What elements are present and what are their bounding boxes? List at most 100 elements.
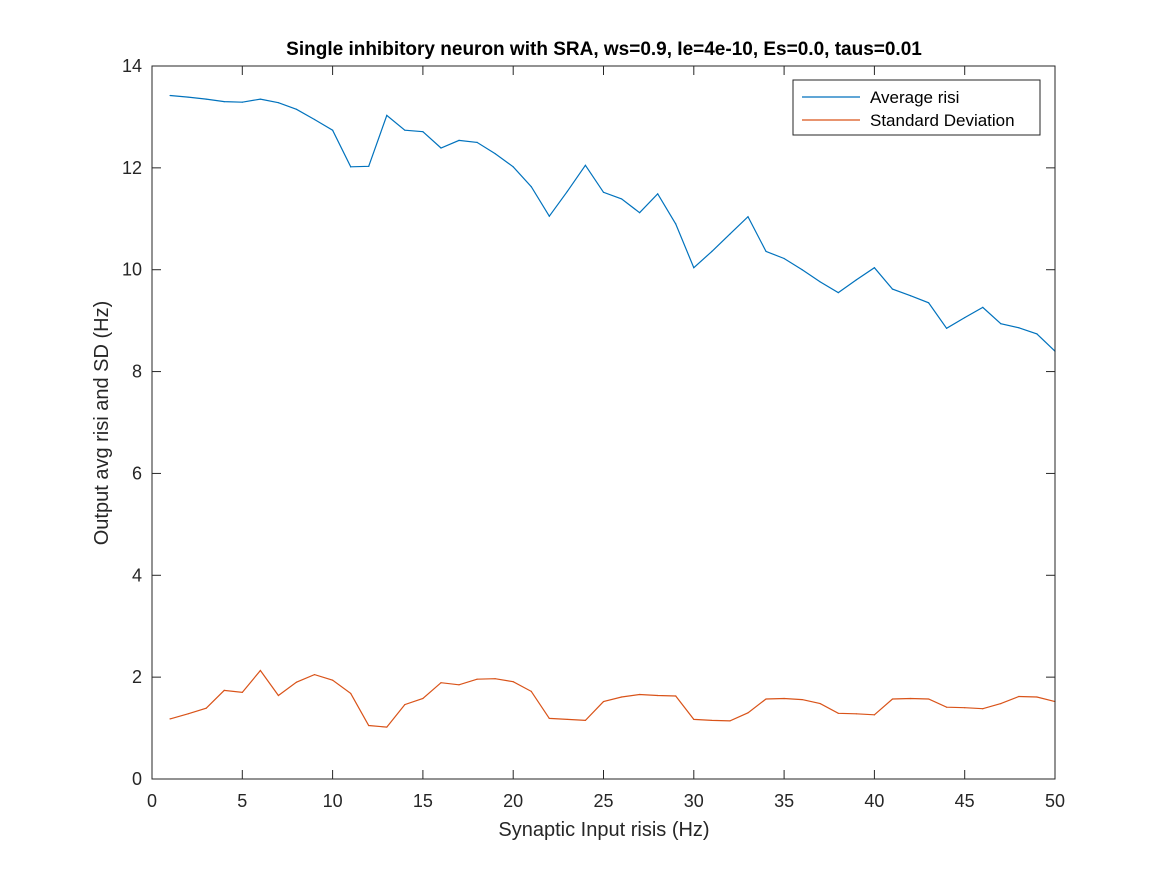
- data-point: [440, 682, 442, 684]
- series-2: [169, 669, 1056, 728]
- y-tick-label: 6: [132, 463, 142, 483]
- data-point: [729, 720, 731, 722]
- data-point: [891, 288, 894, 290]
- data-point: [458, 139, 460, 141]
- data-point: [241, 691, 243, 694]
- data-point: [368, 165, 370, 167]
- data-point: [964, 316, 966, 319]
- data-point: [494, 678, 496, 680]
- data-point: [747, 216, 749, 218]
- data-point: [169, 718, 171, 720]
- data-point: [1000, 703, 1002, 705]
- x-tick-label: 20: [503, 791, 523, 811]
- data-point: [711, 250, 713, 252]
- data-point: [946, 706, 948, 708]
- data-point: [1036, 696, 1038, 698]
- data-point: [313, 673, 316, 676]
- data-point: [765, 698, 767, 700]
- x-tick-label: 0: [147, 791, 157, 811]
- legend[interactable]: Average risi Standard Deviation: [792, 79, 1041, 136]
- data-point: [927, 698, 930, 700]
- data-point: [1036, 333, 1038, 335]
- x-tick-label: 35: [774, 791, 794, 811]
- x-tick-label: 25: [593, 791, 613, 811]
- data-point: [512, 681, 514, 683]
- data-point: [873, 714, 876, 716]
- data-point: [584, 164, 587, 166]
- y-tick-label: 10: [122, 260, 142, 280]
- x-tick-label: 40: [864, 791, 884, 811]
- data-point: [205, 707, 207, 709]
- data-point: [909, 295, 912, 297]
- data-point: [332, 129, 334, 131]
- data-point: [241, 101, 243, 103]
- y-tick-label: 2: [132, 667, 142, 687]
- data-point: [548, 215, 550, 217]
- data-point: [1018, 327, 1020, 329]
- chart-title: Single inhibitory neuron with SRA, ws=0.…: [286, 39, 922, 60]
- data-point: [855, 713, 857, 715]
- data-point: [675, 695, 677, 697]
- data-point: [277, 102, 280, 104]
- data-point: [1018, 695, 1020, 698]
- data-point: [783, 257, 785, 260]
- data-point: [584, 719, 587, 722]
- y-tick-label: 0: [132, 769, 142, 789]
- data-point: [711, 719, 713, 722]
- data-point: [693, 718, 695, 721]
- data-point: [946, 327, 948, 329]
- data-point: [277, 694, 280, 697]
- data-point: [693, 267, 695, 269]
- data-point: [783, 697, 785, 700]
- data-point: [855, 279, 857, 281]
- data-point: [837, 712, 839, 714]
- data-point: [386, 114, 388, 117]
- data-point: [819, 703, 821, 705]
- plot-area: [152, 66, 1055, 779]
- y-tick-label: 4: [132, 565, 142, 585]
- data-point: [729, 233, 731, 235]
- data-point: [602, 700, 605, 703]
- data-point: [602, 191, 605, 193]
- x-axis-ticks: 0 5 10 15 20 25 30 35 40 45 50: [147, 66, 1065, 811]
- data-point: [909, 697, 912, 700]
- data-point: [964, 707, 966, 709]
- data-point: [404, 704, 406, 706]
- data-point: [494, 152, 496, 155]
- data-point: [476, 141, 478, 143]
- data-point: [512, 166, 514, 168]
- data-point: [891, 698, 894, 700]
- data-point: [458, 684, 460, 686]
- data-point: [873, 267, 876, 269]
- data-point: [801, 698, 803, 701]
- x-axis-label: Synaptic Input risis (Hz): [498, 819, 709, 841]
- data-point: [368, 724, 370, 727]
- data-point: [350, 166, 352, 168]
- data-point: [747, 712, 749, 714]
- x-tick-label: 45: [955, 791, 975, 811]
- data-point: [620, 696, 623, 698]
- data-point: [566, 190, 568, 192]
- data-point: [657, 193, 659, 195]
- data-point: [548, 717, 550, 719]
- y-tick-label: 8: [132, 362, 142, 382]
- data-point: [1000, 323, 1002, 325]
- x-tick-label: 10: [323, 791, 343, 811]
- data-point: [223, 101, 225, 103]
- y-axis-ticks: 0 2 4 6 8 10 12 14: [122, 56, 1055, 789]
- data-point: [422, 131, 424, 133]
- data-point: [422, 697, 424, 700]
- data-point: [566, 718, 568, 721]
- data-point: [982, 708, 984, 710]
- y-axis-label: Output avg risi and SD (Hz): [91, 301, 113, 546]
- data-point: [332, 679, 334, 681]
- data-point: [639, 693, 641, 696]
- legend-box: [792, 79, 1041, 136]
- data-point: [295, 681, 298, 683]
- data-point: [259, 669, 261, 672]
- data-point: [620, 198, 623, 200]
- x-tick-label: 30: [684, 791, 704, 811]
- data-point: [259, 98, 261, 100]
- data-point: [530, 186, 532, 188]
